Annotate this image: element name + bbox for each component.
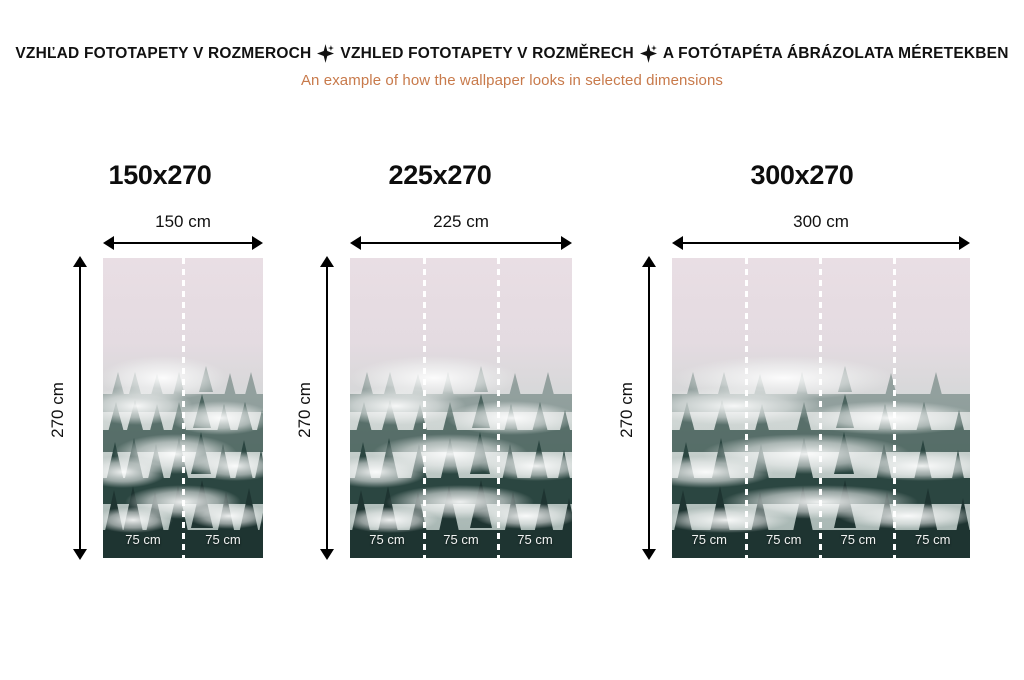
- width-dimension-arrow: [103, 236, 263, 250]
- panel-divider: [819, 258, 822, 558]
- width-dimension-arrow: [350, 236, 572, 250]
- panel-divider: [422, 258, 426, 558]
- segment-label: 75 cm: [125, 532, 161, 547]
- wallpaper-size-previews: 150x270 150 cm 270 cm: [0, 160, 1024, 590]
- wallpaper-image: 75 cm 75 cm: [103, 258, 263, 558]
- wallpaper-image: 75 cm 75 cm 75 cm 75 cm: [672, 258, 970, 558]
- segment-label: 75 cm: [691, 532, 727, 547]
- panel-height-label: 270 cm: [295, 382, 314, 438]
- segment-label: 75 cm: [443, 532, 479, 547]
- page-header: VZHĽAD FOTOTAPETY V ROZMEROCH VZHLED FOT…: [0, 44, 1024, 89]
- panel-height-label: 270 cm: [48, 382, 67, 438]
- panel-divider: [893, 258, 896, 558]
- page-title: VZHĽAD FOTOTAPETY V ROZMEROCH VZHLED FOT…: [0, 44, 1024, 63]
- segment-label: 75 cm: [205, 532, 241, 547]
- panel-width-label: 300 cm: [793, 212, 849, 231]
- sparkle-icon: [639, 44, 657, 63]
- panel-divider: [496, 258, 500, 558]
- panel-width-label: 225 cm: [433, 212, 489, 231]
- title-part-sk: VZHĽAD FOTOTAPETY V ROZMEROCH: [15, 44, 312, 62]
- sparkle-icon: [317, 44, 335, 63]
- height-dimension-arrow: [642, 256, 656, 560]
- height-dimension-arrow: [73, 256, 87, 560]
- panel-title: 225x270: [388, 160, 492, 190]
- segment-label: 75 cm: [369, 532, 405, 547]
- segment-label: 75 cm: [517, 532, 553, 547]
- panel-height-label: 270 cm: [617, 382, 636, 438]
- segment-label: 75 cm: [840, 532, 876, 547]
- segment-label: 75 cm: [915, 532, 951, 547]
- panel-title: 150x270: [108, 160, 212, 190]
- wallpaper-image: 75 cm 75 cm 75 cm: [350, 258, 572, 558]
- panel-divider: [181, 258, 185, 558]
- panel-divider: [745, 258, 748, 558]
- title-part-hu: A FOTÓTAPÉTA ÁBRÁZOLATA MÉRETEKBEN: [662, 44, 1009, 62]
- page-subtitle: An example of how the wallpaper looks in…: [300, 72, 724, 89]
- title-part-cz: VZHLED FOTOTAPETY V ROZMĚRECH: [340, 44, 634, 62]
- panel-width-label: 150 cm: [155, 212, 211, 231]
- panel-title: 300x270: [750, 160, 854, 190]
- segment-label: 75 cm: [766, 532, 802, 547]
- height-dimension-arrow: [320, 256, 334, 560]
- width-dimension-arrow: [672, 236, 970, 250]
